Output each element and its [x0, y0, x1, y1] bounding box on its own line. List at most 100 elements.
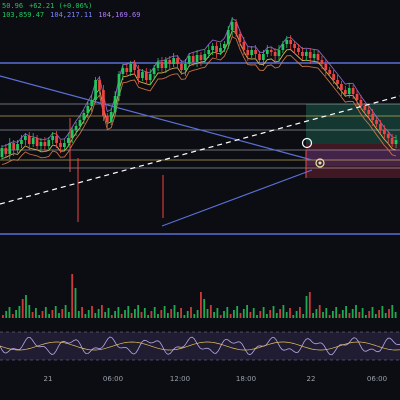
candle-body [180, 64, 183, 70]
volume-bar [173, 305, 176, 318]
candle-body [265, 50, 269, 54]
candle-body [109, 112, 113, 122]
volume-bar [378, 310, 380, 318]
volume-bar [209, 305, 212, 318]
volume-bar [318, 305, 321, 318]
candle-body [254, 50, 257, 54]
candle-body [160, 62, 164, 68]
volume-bar [236, 306, 239, 318]
candle-body [207, 50, 211, 54]
candle-body [262, 54, 265, 60]
volume-bar [31, 312, 34, 318]
volume-bar [15, 310, 17, 318]
candle-body [285, 40, 289, 44]
volume-bar [41, 311, 44, 318]
volume-bar [157, 314, 159, 318]
volume-bar [176, 312, 179, 318]
volume-bar [114, 311, 116, 318]
info-value: 104,169.69 [98, 11, 141, 19]
candle-body [336, 80, 339, 84]
candle-body [277, 50, 281, 56]
volume-bar [87, 310, 90, 318]
volume-bar [18, 306, 21, 318]
candle-body [359, 100, 363, 106]
price-info-line: 50.96 +62.21 (+0.06%) [2, 2, 98, 10]
volume-bar [335, 307, 338, 318]
candle-body [137, 70, 140, 78]
candle-body [133, 64, 136, 70]
volume-bar [183, 315, 186, 318]
volume-bar [295, 311, 298, 318]
candle-body [242, 42, 246, 50]
volume-bar [153, 307, 156, 318]
candle-body [113, 96, 117, 112]
volume-bar [91, 306, 93, 318]
candle-body [141, 72, 144, 78]
candle-body [230, 22, 234, 30]
candle-body [125, 68, 129, 72]
volume-bar [381, 306, 384, 318]
candle-body [273, 52, 277, 56]
volume-bar [322, 312, 324, 318]
ma-values-line: 103,859.47 104,217.11 104,169.69 [2, 11, 146, 19]
volume-bar [11, 314, 14, 318]
candle-body [55, 136, 58, 143]
candle-body [367, 110, 371, 114]
volume-bar [8, 307, 11, 318]
candle-body [66, 138, 70, 143]
candle-body [23, 136, 27, 140]
volume-bar [5, 311, 8, 318]
volume-bar [275, 313, 278, 318]
volume-bar [120, 314, 123, 318]
candle-body [117, 74, 121, 96]
dashed-trendline [0, 95, 400, 205]
volume-bar [292, 315, 295, 318]
volume-bar [384, 313, 387, 318]
candle-body [394, 140, 398, 144]
ma-slow-line [1, 17, 397, 147]
candle-body [183, 64, 187, 70]
candle-body [246, 50, 250, 55]
volume-bar [107, 308, 110, 318]
volume-bar [190, 307, 192, 318]
time-tick-label: 06:00 [367, 375, 387, 383]
volume-bar [134, 309, 136, 318]
candle-body [238, 34, 242, 42]
candle-body [375, 120, 378, 124]
volume-bar [315, 309, 318, 318]
volume-bar [388, 309, 390, 318]
volume-bar [368, 311, 371, 318]
volume-bar [266, 314, 268, 318]
candle-body [187, 56, 191, 64]
volume-bar [229, 314, 232, 318]
candle-body [176, 58, 179, 64]
volume-bar [167, 313, 169, 318]
candle-body [379, 124, 382, 130]
candle-body [351, 88, 355, 94]
volume-bar [137, 305, 140, 318]
volume-bar [44, 307, 47, 318]
volume-bar [246, 305, 248, 318]
volume-bar [28, 305, 31, 318]
candle-body [4, 148, 8, 154]
volume-bar [160, 310, 163, 318]
candle-body [382, 130, 386, 134]
candle-body [203, 54, 207, 60]
candle-body [215, 46, 218, 52]
info-value: 50.96 [2, 2, 24, 10]
time-axis: 21 06:00 12:00 18:00 22 06:00 [44, 375, 388, 383]
signal-marker-dot [318, 161, 322, 165]
volume-bar [21, 299, 24, 318]
volume-bar [272, 306, 275, 318]
volume-bar [110, 315, 113, 318]
signal-marker [301, 137, 313, 149]
volume-bar [127, 306, 130, 318]
candle-body [320, 60, 324, 64]
volume-bar [64, 305, 67, 318]
volume-bar [130, 313, 133, 318]
candle-body [156, 62, 160, 68]
candle-body [281, 44, 285, 50]
volume-bar [48, 314, 50, 318]
volume-bar [35, 308, 37, 318]
volume-bar [170, 309, 173, 318]
